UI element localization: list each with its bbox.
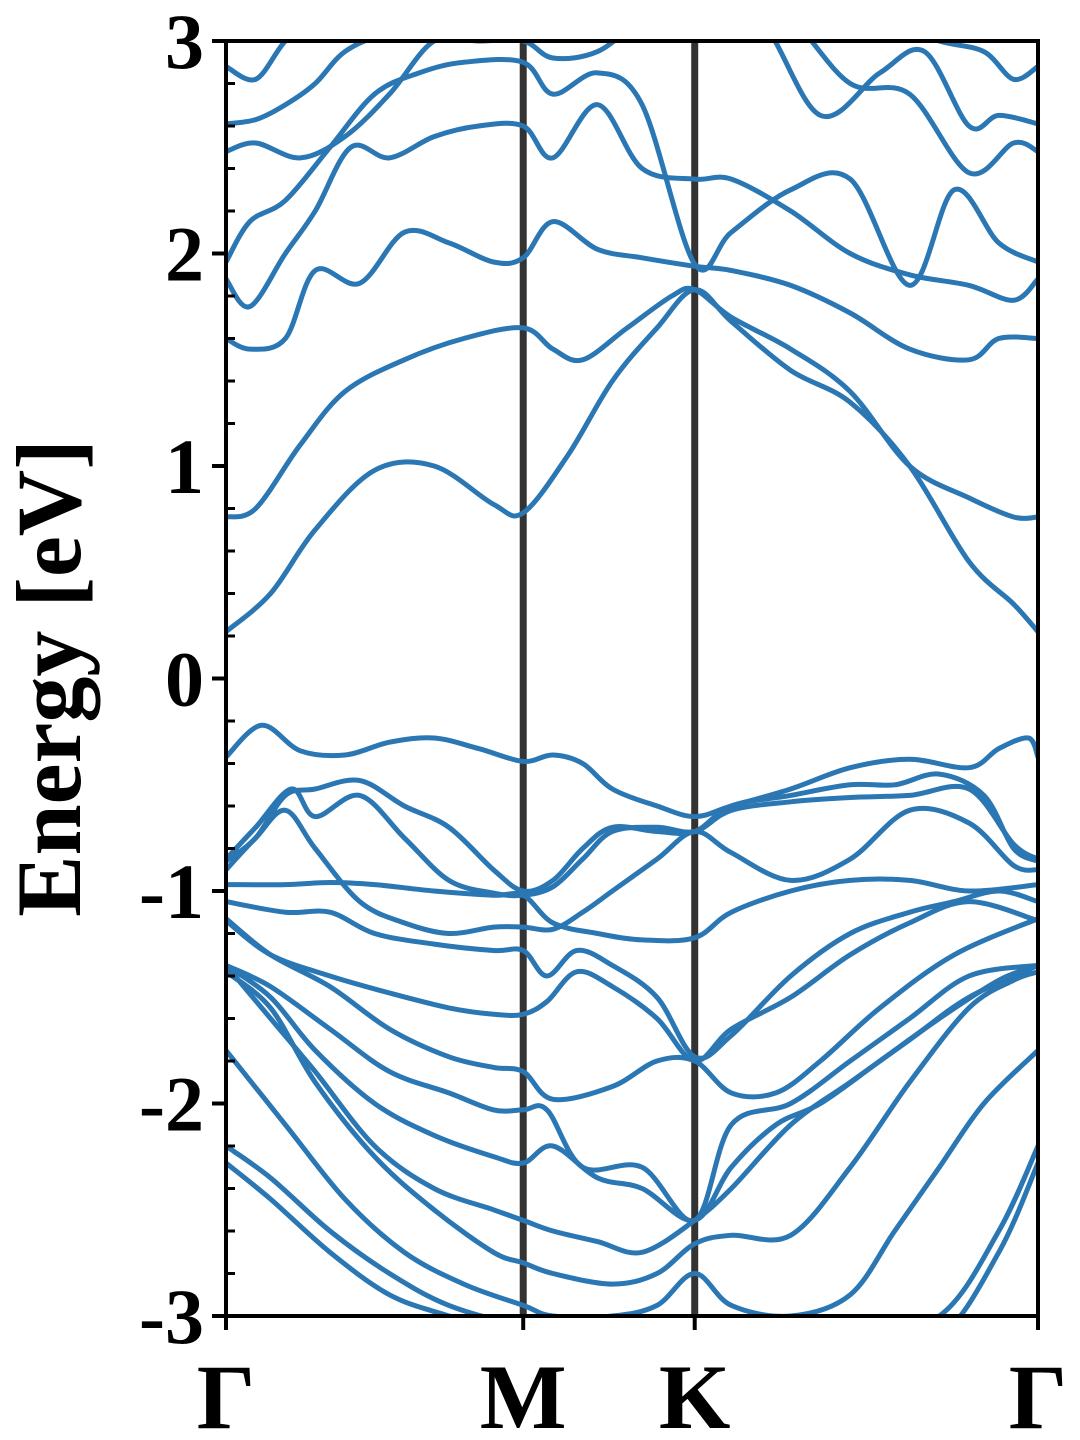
band-line-14 (226, 771, 1038, 894)
band-line-18 (226, 219, 1038, 363)
band-line-6 (226, 962, 1038, 1223)
band-line-12 (226, 805, 1038, 937)
band-line-21 (226, 41, 1038, 177)
band-line-11 (226, 876, 1038, 944)
band-line-4 (226, 969, 1038, 1287)
band-line-13 (226, 783, 1038, 899)
y-tick-label: -2 (139, 1061, 204, 1148)
high-symmetry-lines (519, 41, 699, 1316)
band-line-10 (226, 888, 1038, 1061)
y-tick-label: 1 (165, 423, 204, 510)
band-line-15 (226, 722, 1038, 820)
band-line-22 (226, 41, 1038, 132)
y-axis-ticks: 3 2 1 0 -1 -2 -3 (139, 0, 235, 1360)
k-point-label-1: Γ (197, 1346, 256, 1440)
k-point-label-2: M (480, 1346, 567, 1440)
k-point-label-4: Γ (1009, 1346, 1068, 1440)
band-line-7 (226, 962, 1038, 1224)
band-line-16 (226, 287, 1038, 635)
band-lines (226, 41, 1038, 1316)
band-line-9 (226, 899, 1038, 1064)
band-line-17 (226, 285, 1038, 521)
band-line-1 (226, 1160, 1038, 1316)
y-tick-label: 2 (165, 211, 204, 298)
band-line-20 (226, 56, 1038, 288)
y-tick-label: -3 (139, 1273, 204, 1360)
y-axis-title: Energy [eV] (0, 439, 100, 917)
band-line-5 (226, 962, 1038, 1256)
band-line-8 (226, 916, 1038, 1103)
k-point-label-3: K (659, 1346, 731, 1440)
band-line-3 (226, 1047, 1038, 1316)
y-tick-label: 0 (165, 636, 204, 723)
y-tick-label: -1 (139, 848, 204, 935)
band-line-2 (226, 1143, 1038, 1316)
band-line-23 (226, 41, 1038, 83)
y-tick-label: 3 (165, 0, 204, 85)
